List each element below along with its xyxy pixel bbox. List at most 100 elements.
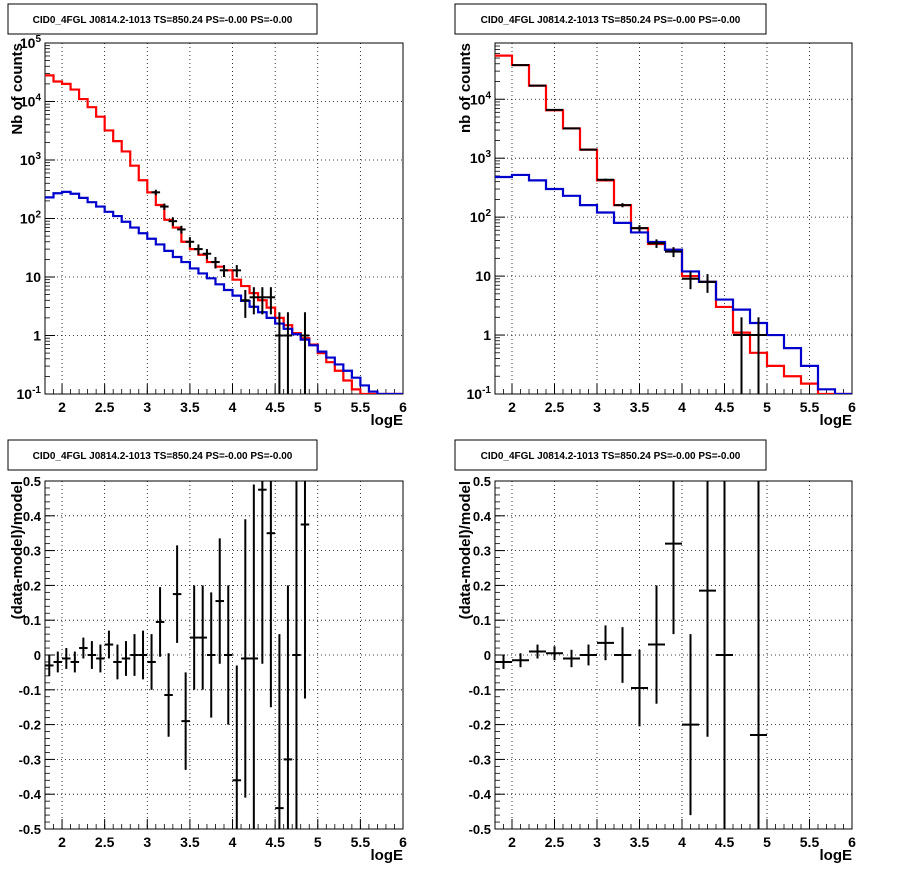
y-tick-base: 10	[470, 150, 486, 166]
x-tick-label: 6	[848, 834, 856, 850]
y-tick-label: -0.1	[469, 683, 491, 698]
x-tick-label: 4.5	[265, 399, 285, 415]
x-tick-label: 5	[763, 834, 771, 850]
chart-title: CID0_4FGL J0814.2-1013 TS=850.24 PS=-0.0…	[33, 451, 293, 462]
chart-title-box	[454, 3, 767, 35]
x-tick-label: 5.5	[800, 834, 820, 850]
x-tick-label: 5.5	[351, 834, 371, 850]
chart-panel-1: CID0_4FGL J0814.2-1013 TS=850.24 PS=-0.0…	[7, 3, 407, 429]
y-tick-label: 0.2	[473, 578, 491, 593]
chart-panel-4: CID0_4FGL J0814.2-1013 TS=850.24 PS=-0.0…	[454, 439, 856, 864]
x-tick-label: 6	[399, 399, 407, 415]
y-tick-label: -0.5	[19, 822, 41, 837]
chart-title-box	[7, 439, 318, 471]
y-axis-label: (data-model)/model	[9, 481, 26, 619]
y-tick-label: 0.3	[23, 544, 41, 559]
x-tick-label: 4.5	[715, 834, 735, 850]
y-tick-label: 0	[34, 648, 41, 663]
y-tick-label: 0.3	[473, 544, 491, 559]
x-tick-label: 3.5	[630, 399, 650, 415]
y-tick-label: -0.3	[19, 752, 41, 767]
plot-data	[45, 481, 310, 829]
x-tick-label: 4.5	[715, 399, 735, 415]
y-tick-base: 10	[470, 91, 486, 107]
y-tick-label: -0.4	[469, 787, 492, 802]
y-tick-label: 105	[20, 34, 42, 51]
y-tick-label: 102	[470, 208, 492, 225]
y-tick-label: 0.5	[23, 474, 41, 489]
chart-title: CID0_4FGL J0814.2-1013 TS=850.24 PS=-0.0…	[481, 15, 741, 26]
x-tick-label: 5.5	[351, 399, 371, 415]
x-tick-label: 2	[508, 834, 516, 850]
chart-panel-3: CID0_4FGL J0814.2-1013 TS=850.24 PS=-0.0…	[7, 439, 407, 864]
y-tick-label: 10	[475, 268, 491, 284]
x-axis-label: logE	[371, 847, 404, 864]
y-tick-exponent: -1	[482, 385, 491, 396]
x-tick-label: 4	[678, 834, 686, 850]
x-tick-label: 3.5	[180, 399, 200, 415]
y-tick-label: 0.2	[23, 578, 41, 593]
total-model-step-line	[45, 74, 403, 394]
y-tick-label: 103	[470, 149, 492, 166]
y-tick-base: 10	[20, 94, 36, 110]
y-tick-label: -0.2	[19, 718, 41, 733]
x-tick-label: 2	[508, 399, 516, 415]
y-tick-label: 104	[20, 93, 42, 110]
x-tick-label: 4	[229, 834, 237, 850]
x-tick-label: 4	[229, 399, 237, 415]
x-tick-label: 5	[763, 399, 771, 415]
source-model-step-line	[45, 190, 403, 394]
y-tick-label: 1	[33, 328, 41, 344]
y-tick-label: -0.3	[469, 752, 491, 767]
y-tick-label: 0.1	[473, 613, 491, 628]
y-tick-base: 10	[20, 211, 36, 227]
x-tick-label: 3	[143, 399, 151, 415]
plot-data	[45, 74, 403, 394]
x-tick-label: 3	[143, 834, 151, 850]
y-tick-exponent: 4	[35, 93, 41, 104]
y-tick-exponent: -1	[32, 385, 41, 396]
x-tick-label: 3	[593, 399, 601, 415]
x-tick-label: 5	[314, 399, 322, 415]
y-axis-label: Nb of counts	[9, 43, 26, 135]
y-tick-label: -0.5	[469, 822, 491, 837]
y-tick-label: 0	[484, 648, 491, 663]
y-tick-label: -0.4	[19, 787, 42, 802]
x-axis-label: logE	[371, 412, 404, 429]
x-axis-label: logE	[820, 847, 853, 864]
x-tick-label: 2	[58, 399, 66, 415]
x-tick-label: 2.5	[545, 399, 565, 415]
x-tick-label: 4	[678, 399, 686, 415]
y-tick-label: 0.4	[473, 509, 492, 524]
y-tick-label: 0.5	[473, 474, 491, 489]
x-tick-label: 3.5	[180, 834, 200, 850]
y-axis-label: nb of counts	[457, 43, 474, 133]
chart-title-box	[454, 439, 767, 471]
y-tick-exponent: 2	[485, 208, 491, 219]
plot-frame	[494, 42, 853, 395]
y-tick-exponent: 2	[35, 210, 41, 221]
total-model-step-line	[495, 54, 852, 394]
plot-data	[495, 54, 852, 394]
x-tick-label: 6	[399, 834, 407, 850]
y-tick-base: 10	[467, 386, 483, 402]
y-tick-label: 10-1	[467, 385, 492, 402]
x-tick-label: 4.5	[265, 834, 285, 850]
y-tick-label: -0.1	[19, 683, 41, 698]
y-tick-base: 10	[20, 152, 36, 168]
x-tick-label: 2.5	[545, 834, 565, 850]
y-tick-base: 10	[470, 209, 486, 225]
y-tick-label: 0.1	[23, 613, 41, 628]
y-tick-label: -0.2	[469, 718, 491, 733]
y-tick-label: 103	[20, 151, 42, 168]
y-tick-base: 10	[17, 386, 33, 402]
y-tick-label: 1	[483, 327, 491, 343]
y-tick-label: 10-1	[17, 385, 42, 402]
x-tick-label: 6	[848, 399, 856, 415]
chart-title: CID0_4FGL J0814.2-1013 TS=850.24 PS=-0.0…	[481, 451, 741, 462]
chart-panel-2: CID0_4FGL J0814.2-1013 TS=850.24 PS=-0.0…	[454, 3, 856, 429]
y-tick-exponent: 5	[35, 34, 41, 45]
x-tick-label: 3.5	[630, 834, 650, 850]
chart-title: CID0_4FGL J0814.2-1013 TS=850.24 PS=-0.0…	[33, 15, 293, 26]
